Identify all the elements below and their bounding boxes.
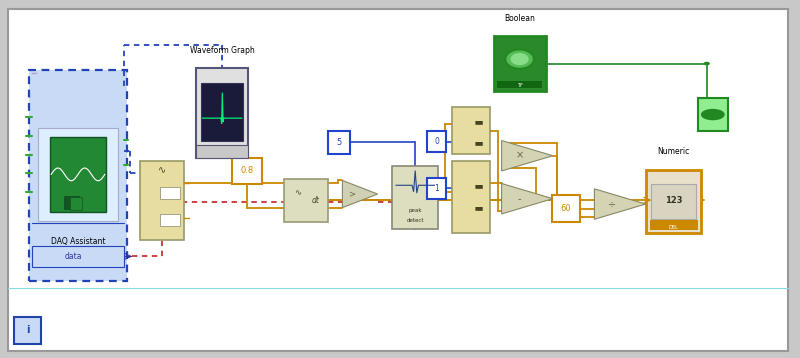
FancyBboxPatch shape <box>427 178 446 199</box>
FancyBboxPatch shape <box>8 9 788 351</box>
Text: Boolean: Boolean <box>504 14 535 23</box>
Text: 123: 123 <box>665 195 682 205</box>
Polygon shape <box>594 189 646 219</box>
Polygon shape <box>342 180 378 208</box>
Polygon shape <box>502 184 553 214</box>
FancyBboxPatch shape <box>140 161 184 240</box>
Ellipse shape <box>506 49 534 69</box>
Text: DAQ Assistant: DAQ Assistant <box>50 237 106 246</box>
FancyBboxPatch shape <box>232 158 262 184</box>
Ellipse shape <box>510 53 529 65</box>
FancyBboxPatch shape <box>50 137 106 212</box>
FancyBboxPatch shape <box>284 179 328 222</box>
FancyBboxPatch shape <box>32 246 124 267</box>
Text: detect: detect <box>406 218 424 223</box>
Circle shape <box>704 62 709 65</box>
FancyBboxPatch shape <box>452 107 490 154</box>
FancyBboxPatch shape <box>70 197 82 210</box>
Text: ×: × <box>515 151 523 161</box>
Text: ■■: ■■ <box>474 205 483 210</box>
Text: ■■: ■■ <box>474 184 483 189</box>
FancyBboxPatch shape <box>328 131 350 154</box>
Text: 1: 1 <box>434 184 439 193</box>
Text: DBL: DBL <box>669 225 678 230</box>
FancyBboxPatch shape <box>552 195 580 222</box>
FancyBboxPatch shape <box>196 145 248 158</box>
Text: dt: dt <box>312 196 320 205</box>
FancyBboxPatch shape <box>651 184 696 219</box>
FancyBboxPatch shape <box>64 196 80 211</box>
FancyBboxPatch shape <box>201 83 243 141</box>
Text: >: > <box>348 189 354 199</box>
FancyBboxPatch shape <box>160 214 179 226</box>
Text: ■■: ■■ <box>474 119 483 124</box>
FancyBboxPatch shape <box>38 128 118 221</box>
FancyBboxPatch shape <box>196 68 248 158</box>
FancyBboxPatch shape <box>427 131 446 152</box>
Text: Waveform Graph: Waveform Graph <box>190 47 254 55</box>
Text: Numeric: Numeric <box>658 147 690 156</box>
Text: data: data <box>65 252 82 261</box>
FancyBboxPatch shape <box>494 36 546 91</box>
Circle shape <box>702 110 724 120</box>
Text: 60: 60 <box>561 204 571 213</box>
Text: ∿: ∿ <box>294 188 301 197</box>
FancyBboxPatch shape <box>160 187 179 199</box>
Text: ↻: ↻ <box>708 110 718 120</box>
FancyBboxPatch shape <box>29 70 127 281</box>
Polygon shape <box>502 141 553 171</box>
FancyBboxPatch shape <box>646 170 701 233</box>
FancyBboxPatch shape <box>650 221 698 230</box>
Text: 0: 0 <box>434 137 439 146</box>
FancyBboxPatch shape <box>14 317 41 344</box>
Text: ∿: ∿ <box>158 165 166 175</box>
FancyBboxPatch shape <box>698 98 728 131</box>
Text: ■■: ■■ <box>474 140 483 145</box>
FancyBboxPatch shape <box>392 166 438 229</box>
Text: i: i <box>26 325 30 335</box>
FancyBboxPatch shape <box>497 81 542 88</box>
FancyBboxPatch shape <box>452 161 490 233</box>
Text: peak: peak <box>408 208 422 213</box>
Text: MIN: MIN <box>164 215 174 220</box>
Text: MAX: MAX <box>162 189 174 194</box>
Text: TF: TF <box>517 83 522 88</box>
Text: ÷: ÷ <box>608 199 616 209</box>
Text: -: - <box>518 194 522 204</box>
Text: 0.8: 0.8 <box>241 166 254 175</box>
Text: 5: 5 <box>336 138 342 147</box>
